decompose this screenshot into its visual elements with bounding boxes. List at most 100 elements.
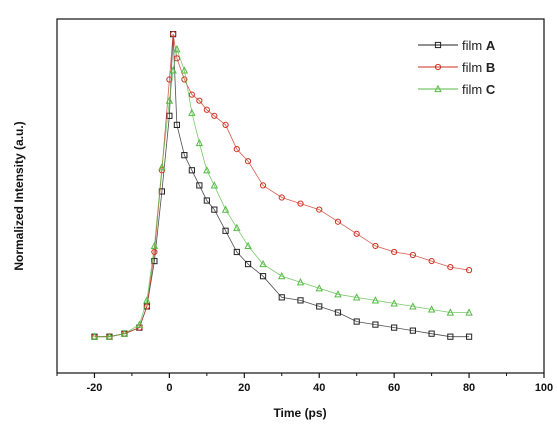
legend-label-prefix: film xyxy=(462,38,486,53)
data-point xyxy=(143,296,151,304)
legend-label-suffix: A xyxy=(486,38,496,53)
data-point xyxy=(244,158,252,165)
data-point xyxy=(409,302,417,310)
data-point xyxy=(428,330,435,337)
data-point xyxy=(465,308,473,316)
legend-item-A: film A xyxy=(418,38,496,53)
series-C xyxy=(90,45,473,340)
data-point xyxy=(173,55,180,62)
legend-label: film A xyxy=(462,38,496,53)
data-point xyxy=(222,227,229,234)
data-point xyxy=(244,241,252,250)
data-point xyxy=(447,264,454,271)
legend-marker xyxy=(434,41,442,49)
data-point xyxy=(150,241,159,250)
data-point xyxy=(203,166,211,174)
data-point xyxy=(334,309,342,316)
data-point xyxy=(427,305,436,313)
data-point xyxy=(334,218,342,225)
data-point xyxy=(188,91,195,98)
data-point xyxy=(465,267,473,274)
x-axis-ticks: -20 0 20 40 60 80 100 xyxy=(56,373,553,394)
legend-label: film B xyxy=(462,60,495,75)
data-point xyxy=(409,327,416,334)
data-point xyxy=(428,257,435,265)
data-point xyxy=(446,308,455,316)
legend-label: film C xyxy=(462,82,496,97)
data-point xyxy=(188,108,196,116)
x-axis-label: Time (ps) xyxy=(273,406,326,420)
data-point xyxy=(173,121,180,128)
data-point xyxy=(259,259,267,268)
data-point xyxy=(278,271,286,280)
series-line xyxy=(94,47,470,338)
legend-label-prefix: film xyxy=(462,60,486,75)
legend-item-C: film C xyxy=(418,82,496,97)
data-point xyxy=(143,303,151,310)
data-point xyxy=(278,194,285,201)
data-point xyxy=(334,290,342,298)
data-point xyxy=(120,329,129,337)
data-point xyxy=(170,31,177,38)
data-point xyxy=(296,278,305,286)
legend-marker xyxy=(434,63,442,71)
data-point xyxy=(233,223,241,231)
data-point xyxy=(353,230,360,237)
data-point xyxy=(316,303,323,310)
data-point xyxy=(196,182,203,189)
data-point xyxy=(391,324,398,331)
data-point xyxy=(195,138,204,147)
legend-item-B: film B xyxy=(418,60,495,75)
x-tick-label: 80 xyxy=(463,382,475,394)
data-point xyxy=(158,163,166,171)
data-point xyxy=(203,197,210,204)
data-point xyxy=(391,248,398,256)
data-point xyxy=(211,112,218,119)
data-point xyxy=(181,76,188,83)
data-point xyxy=(165,96,174,104)
x-tick-label: 20 xyxy=(238,382,250,394)
data-point xyxy=(390,299,398,307)
data-point xyxy=(151,248,158,256)
data-point xyxy=(244,260,252,268)
data-point xyxy=(203,106,210,113)
data-point xyxy=(135,320,144,328)
data-point xyxy=(188,167,195,174)
data-point xyxy=(211,206,218,213)
data-point xyxy=(259,273,267,280)
data-point xyxy=(233,146,240,153)
legend-label-suffix: B xyxy=(486,60,495,75)
data-point xyxy=(352,293,361,301)
data-point xyxy=(169,66,177,74)
legend-marker xyxy=(434,84,442,93)
series-B xyxy=(91,31,473,340)
x-tick-label: 100 xyxy=(535,382,553,394)
x-tick-label: 60 xyxy=(388,382,400,394)
x-tick-label: -20 xyxy=(87,382,103,394)
data-point xyxy=(151,257,158,265)
data-point xyxy=(447,333,454,340)
data-point xyxy=(371,296,380,304)
data-point xyxy=(315,284,323,292)
data-point xyxy=(105,332,114,340)
data-point xyxy=(222,121,229,128)
x-tick-label: 0 xyxy=(166,382,172,394)
data-point xyxy=(353,318,360,325)
data-point xyxy=(181,152,188,159)
series-line xyxy=(94,34,470,338)
data-point xyxy=(372,321,379,328)
data-point xyxy=(409,251,416,259)
data-point xyxy=(173,45,181,53)
data-point xyxy=(316,206,323,213)
data-point xyxy=(297,200,304,207)
series-layer xyxy=(90,31,473,340)
data-point xyxy=(221,205,230,213)
y-axis-label: Normalized Intensity (a.u.) xyxy=(12,121,26,270)
data-point xyxy=(297,297,304,304)
data-point xyxy=(372,242,379,250)
data-point xyxy=(259,182,267,189)
data-point xyxy=(196,97,203,104)
data-point xyxy=(233,248,240,256)
